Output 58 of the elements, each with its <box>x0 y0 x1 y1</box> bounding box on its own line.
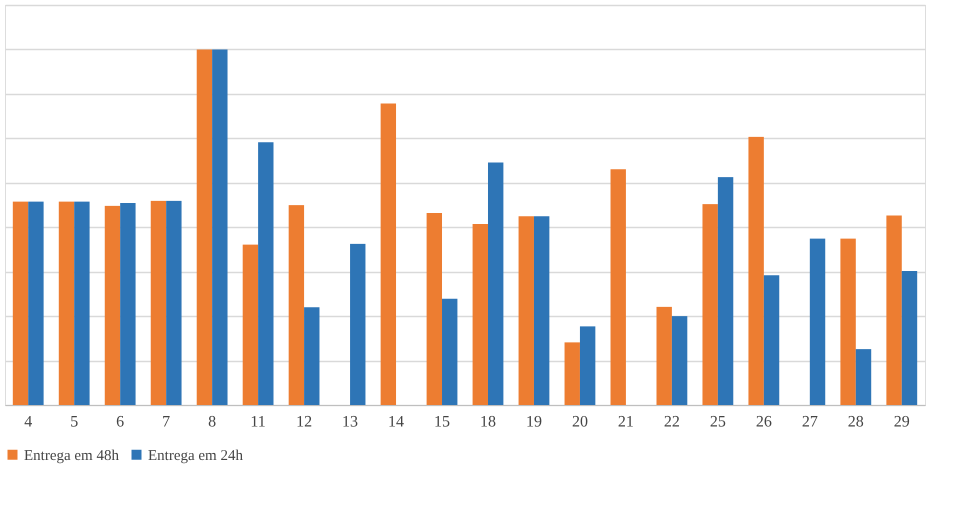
bar <box>656 306 672 405</box>
x-tick-label: 25 <box>710 414 726 430</box>
bar <box>718 177 734 405</box>
bar <box>840 238 856 405</box>
bar <box>150 200 166 405</box>
bar <box>702 204 718 405</box>
bar <box>304 307 320 405</box>
x-tick-label: 26 <box>756 414 772 430</box>
bar <box>518 216 534 405</box>
x-tick-label: 29 <box>894 414 910 430</box>
bar <box>242 244 258 405</box>
bar <box>856 349 872 405</box>
x-tick-label: 13 <box>342 414 358 430</box>
bar <box>534 216 550 405</box>
bar <box>764 275 780 405</box>
x-tick-label: 12 <box>296 414 312 430</box>
x-tick-label: 21 <box>618 414 634 430</box>
bar <box>58 202 74 405</box>
x-tick-label: 18 <box>480 414 496 430</box>
bar <box>380 103 396 405</box>
bar <box>902 270 918 405</box>
bar <box>166 200 182 405</box>
bar <box>196 49 212 405</box>
x-tick-label: 7 <box>162 414 170 430</box>
bar <box>74 202 90 405</box>
bar <box>28 202 44 405</box>
bar <box>104 206 120 405</box>
bar <box>810 238 826 405</box>
bar <box>426 213 442 405</box>
bar <box>748 136 764 405</box>
x-tick-label: 8 <box>208 414 216 430</box>
bar <box>564 342 580 405</box>
bar <box>886 215 902 405</box>
x-tick-label: 11 <box>250 414 266 430</box>
bar <box>442 298 458 405</box>
x-tick-label: 22 <box>664 414 680 430</box>
bar <box>120 203 136 405</box>
bar <box>472 224 488 405</box>
x-tick-label: 6 <box>116 414 124 430</box>
bar <box>610 169 626 405</box>
bar <box>488 162 504 405</box>
legend-label: Entrega em 24h <box>148 448 244 464</box>
legend-label: Entrega em 48h <box>24 448 120 464</box>
bar <box>580 326 596 405</box>
x-tick-label: 28 <box>848 414 864 430</box>
bar <box>258 142 274 405</box>
x-tick-label: 27 <box>802 414 818 430</box>
bar <box>288 205 304 405</box>
x-tick-label: 20 <box>572 414 588 430</box>
bar <box>12 202 28 405</box>
x-tick-label: 15 <box>434 414 450 430</box>
x-tick-label: 4 <box>24 414 32 430</box>
bar <box>350 244 366 405</box>
bar <box>212 49 228 405</box>
x-tick-label: 14 <box>388 414 404 430</box>
x-tick-label: 5 <box>70 414 78 430</box>
x-tick-label: 19 <box>526 414 542 430</box>
bar <box>672 316 688 405</box>
